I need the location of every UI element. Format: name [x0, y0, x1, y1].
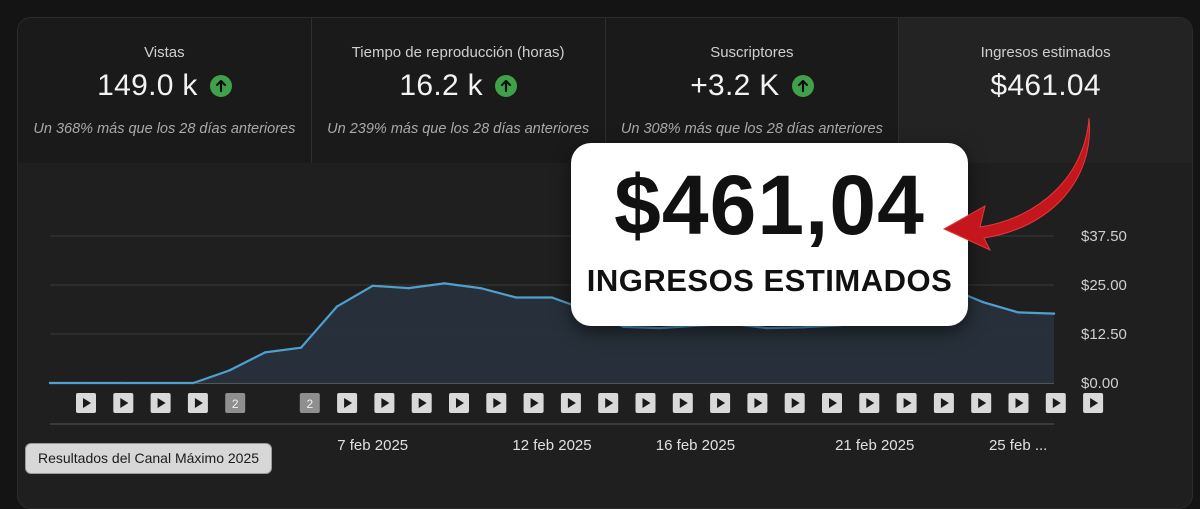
video-play-icon[interactable] [784, 393, 805, 413]
x-tick-label: 25 feb ... [989, 437, 1047, 454]
y-tick-label: $0.00 [1081, 375, 1119, 392]
svg-text:2: 2 [306, 397, 313, 411]
revenue-callout: $461,04 INGRESOS ESTIMADOS [571, 143, 968, 326]
metric-card-subscribers[interactable]: Suscriptores +3.2 K Un 308% más que los … [605, 18, 900, 163]
video-play-icon[interactable] [710, 393, 731, 413]
data-point [84, 381, 88, 385]
metric-label: Ingresos estimados [980, 44, 1111, 61]
callout-amount: $461,04 [614, 158, 925, 252]
arrow-up-icon [209, 75, 232, 97]
metric-label: Vistas [144, 44, 185, 61]
data-point [192, 381, 195, 385]
video-play-icon[interactable] [933, 393, 954, 413]
video-play-icon[interactable] [598, 393, 619, 413]
metric-value: 16.2 k [399, 69, 483, 102]
data-point [658, 326, 661, 330]
analytics-panel: Vistas 149.0 k Un 368% más que los 28 dí… [17, 17, 1193, 509]
video-play-icon[interactable] [76, 393, 96, 413]
data-point [479, 286, 482, 290]
data-point [48, 381, 52, 385]
data-point [801, 326, 805, 329]
video-play-icon[interactable] [747, 393, 768, 413]
x-tick-label: 12 feb 2025 [512, 437, 591, 454]
x-tick-label: 21 feb 2025 [835, 437, 914, 454]
y-tick-label: $37.50 [1081, 228, 1127, 245]
video-play-icon[interactable] [1045, 393, 1066, 413]
video-play-icon[interactable] [1008, 393, 1029, 413]
video-play-icon[interactable] [822, 393, 842, 413]
video-play-icon[interactable] [150, 393, 171, 413]
video-play-icon[interactable] [523, 393, 544, 413]
video-play-icon[interactable] [1083, 393, 1104, 413]
metric-label: Suscriptores [710, 44, 794, 61]
video-play-icon[interactable] [971, 393, 992, 413]
data-point [407, 286, 410, 290]
video-play-icon[interactable] [560, 393, 581, 413]
video-play-icon[interactable] [635, 393, 656, 413]
data-point [263, 351, 267, 354]
svg-text:2: 2 [232, 397, 239, 411]
data-point [156, 381, 159, 385]
data-point [299, 346, 303, 349]
video-play-icon[interactable] [374, 393, 395, 413]
metric-comparison: Un 308% más que los 28 días anteriores [620, 121, 883, 137]
revenue-area [50, 283, 1054, 383]
video-play-icon[interactable] [896, 393, 917, 413]
y-tick-label: $12.50 [1081, 326, 1127, 343]
data-point [622, 325, 625, 329]
data-point [120, 381, 123, 385]
metric-value: +3.2 K [690, 69, 780, 102]
video-play-icon[interactable] [449, 393, 469, 413]
data-point [1016, 311, 1020, 314]
data-point [981, 300, 984, 304]
arrow-up-icon [494, 75, 517, 97]
video-play-icon[interactable] [859, 393, 880, 413]
data-point [335, 305, 339, 308]
video-play-icon[interactable] [672, 393, 693, 413]
y-tick-label: $25.00 [1081, 277, 1127, 294]
metric-label: Tiempo de reproducción (horas) [351, 44, 565, 61]
metric-value: 149.0 k [97, 69, 198, 102]
arrow-up-icon [791, 75, 814, 97]
video-count-badge[interactable]: 2 [225, 393, 246, 413]
data-point [1052, 312, 1056, 315]
video-play-icon[interactable] [486, 393, 507, 413]
metric-comparison: Un 368% más que los 28 días anteriores [33, 121, 296, 137]
video-play-icon[interactable] [187, 393, 208, 413]
data-point [371, 284, 374, 287]
data-point [228, 369, 231, 372]
data-point [765, 326, 769, 330]
video-count-badge[interactable]: 2 [299, 393, 320, 413]
metric-comparison: Un 239% más que los 28 días anteriores [327, 121, 590, 137]
revenue-chart: $37.50 $25.00 $12.50 $0.00 2 2 7 feb 2025 12 fe… [48, 228, 1127, 454]
data-point [443, 282, 446, 285]
video-play-icon[interactable] [411, 393, 432, 413]
callout-subtitle: INGRESOS ESTIMADOS [586, 263, 953, 298]
metric-value: $461.04 [990, 69, 1101, 102]
x-tick-label: 7 feb 2025 [337, 437, 408, 454]
video-play-icon[interactable] [337, 393, 358, 413]
metrics-row: Vistas 149.0 k Un 368% más que los 28 dí… [18, 18, 1192, 163]
data-point [550, 296, 554, 299]
x-tick-label: 16 feb 2025 [656, 437, 735, 454]
metric-card-watch-time[interactable]: Tiempo de reproducción (horas) 16.2 k Un… [311, 18, 606, 163]
video-play-icon[interactable] [113, 393, 134, 413]
caption-label: Resultados del Canal Máximo 2025 [25, 443, 273, 474]
metric-card-views[interactable]: Vistas 149.0 k Un 368% más que los 28 dí… [18, 18, 312, 163]
data-point [514, 296, 518, 299]
